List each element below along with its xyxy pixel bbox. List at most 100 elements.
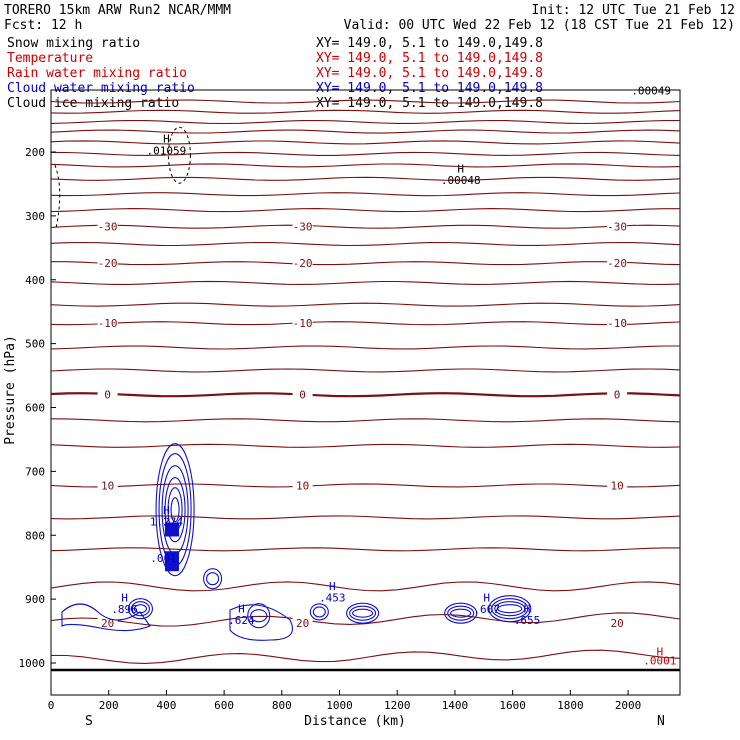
cloud-water-contour <box>488 595 532 623</box>
y-tick-label: 500 <box>25 338 45 351</box>
contour-label-bg <box>607 478 628 491</box>
temperature-contour <box>50 176 681 181</box>
legend-field-name: Rain water mixing ratio <box>7 66 187 81</box>
cloud-ice-contour <box>167 126 191 184</box>
temperature-contour <box>50 224 681 229</box>
legend-field-name: Temperature <box>7 51 93 66</box>
extremum-label: .00048 <box>441 174 481 187</box>
temperature-contour-label: 10 <box>296 479 309 492</box>
temperature-contour-label: -10 <box>293 317 313 330</box>
cloud-water-contour <box>203 568 223 590</box>
temperature-contour <box>51 261 681 266</box>
contour-label-bg <box>607 615 628 628</box>
cloud-water-contour <box>155 443 195 577</box>
y-tick-label: 900 <box>25 593 45 606</box>
temperature-contour-label: -20 <box>607 257 627 270</box>
contour-label-bg <box>97 219 118 232</box>
x-tick-label: 1400 <box>442 699 469 712</box>
temperature-contour-label: 0 <box>104 389 111 402</box>
temperature-contour <box>50 321 681 326</box>
cloud-water-contour <box>247 603 271 629</box>
extremum-label: H <box>238 603 245 616</box>
cloud-water-contour <box>61 603 151 632</box>
contour-label-bg <box>97 316 118 329</box>
extremum-label: H <box>483 592 490 605</box>
cloud-water-contour <box>127 598 153 620</box>
cloud-water-contour <box>447 605 475 621</box>
x-tick-label: 600 <box>214 699 234 712</box>
temperature-contours: -30 -30 -30 -20 -20 -20 -10 -10 -10 0 0 0 10 10 10 20 20… <box>50 99 681 664</box>
cloud-water-contour <box>250 609 268 623</box>
cloud-water-contour <box>497 604 523 614</box>
x-axis-label: Distance (km) <box>304 714 406 729</box>
extremum-label: H <box>656 645 663 658</box>
y-axis: 200 300 400 500 600 700 800 900 1000 <box>19 146 56 670</box>
extremum-label: .607 <box>473 603 500 616</box>
x-tick-label: 400 <box>156 699 176 712</box>
cloud-water-contour <box>309 603 329 621</box>
temperature-contour <box>50 129 681 134</box>
cloud-water-contour <box>170 497 180 523</box>
temperature-contour <box>50 241 681 247</box>
extremum-label: H <box>163 132 170 145</box>
contour-label-bg <box>607 387 628 400</box>
extremum-label: .001 <box>150 552 177 565</box>
temperature-contour <box>50 443 681 448</box>
temperature-contour <box>50 302 681 307</box>
contour-label-bg <box>97 387 118 400</box>
cloud-water-contour <box>450 608 472 618</box>
temperature-contour-label: 0 <box>614 389 621 402</box>
extremum-label: .00049 <box>631 85 671 98</box>
temperature-contour-label: -30 <box>607 221 627 234</box>
contour-label-bg <box>97 615 118 628</box>
temperature-contour <box>50 109 681 114</box>
contour-label-bg <box>292 219 313 232</box>
legend-field-xy: XY= 149.0, 5.1 to 149.0,149.8 <box>316 66 543 81</box>
legend-field-name: Cloud water mixing ratio <box>7 81 195 96</box>
temperature-contour <box>50 649 681 664</box>
temperature-contour <box>50 151 681 156</box>
temperature-contour-label: 20 <box>610 617 623 630</box>
contour-label-bg <box>292 615 313 628</box>
contour-label-bg <box>292 478 313 491</box>
y-axis-label: Pressure (hPa) <box>3 335 18 445</box>
legend-field-xy: XY= 149.0, 5.1 to 149.0,149.8 <box>316 96 543 111</box>
temperature-contour <box>50 140 681 145</box>
cloud-water-core <box>164 551 179 572</box>
extremum-label: .453 <box>319 592 346 605</box>
legend-field-xy: XY= 149.0, 5.1 to 149.0,149.8 <box>316 51 543 66</box>
legend-field-name: Snow mixing ratio <box>7 36 140 51</box>
extremum-label: H <box>121 592 128 605</box>
cloud-water-contour <box>312 606 326 618</box>
extremum-label: .01059 <box>147 145 187 158</box>
contour-label-bg <box>292 387 313 400</box>
cloud-water-contour <box>164 477 186 543</box>
extremum-label: .655 <box>514 614 541 627</box>
temperature-contour <box>50 612 681 627</box>
x-tick-label: 200 <box>99 699 119 712</box>
cloud-water-contour <box>491 598 529 620</box>
y-tick-label: 300 <box>25 210 45 223</box>
cloud-ice-contours <box>54 126 191 229</box>
temperature-contour <box>50 581 681 592</box>
x-tick-label: 1600 <box>499 699 526 712</box>
temperature-contour <box>50 163 681 168</box>
y-tick-label: 200 <box>25 146 45 159</box>
y-tick-label: 1000 <box>19 657 46 670</box>
x-tick-label: 1200 <box>384 699 411 712</box>
field-legend: Snow mixing ratio XY= 149.0, 5.1 to 149.0… <box>7 36 543 111</box>
x-tick-label: 2000 <box>615 699 642 712</box>
model-title: TORERO 15km ARW Run2 NCAR/MMM <box>4 3 231 18</box>
y-tick-label: 600 <box>25 402 45 415</box>
cloud-water-contour <box>444 602 478 624</box>
temperature-contour <box>50 345 680 350</box>
temperature-contour <box>50 280 681 285</box>
extremum-label: .896 <box>111 603 138 616</box>
legend-field-xy: XY= 149.0, 5.1 to 149.0,149.8 <box>316 81 543 96</box>
temperature-contour <box>50 392 681 398</box>
temperature-contour <box>50 99 681 104</box>
temperature-contour-label: 10 <box>610 479 623 492</box>
forecast-hour: Fcst: 12 h <box>4 18 82 33</box>
